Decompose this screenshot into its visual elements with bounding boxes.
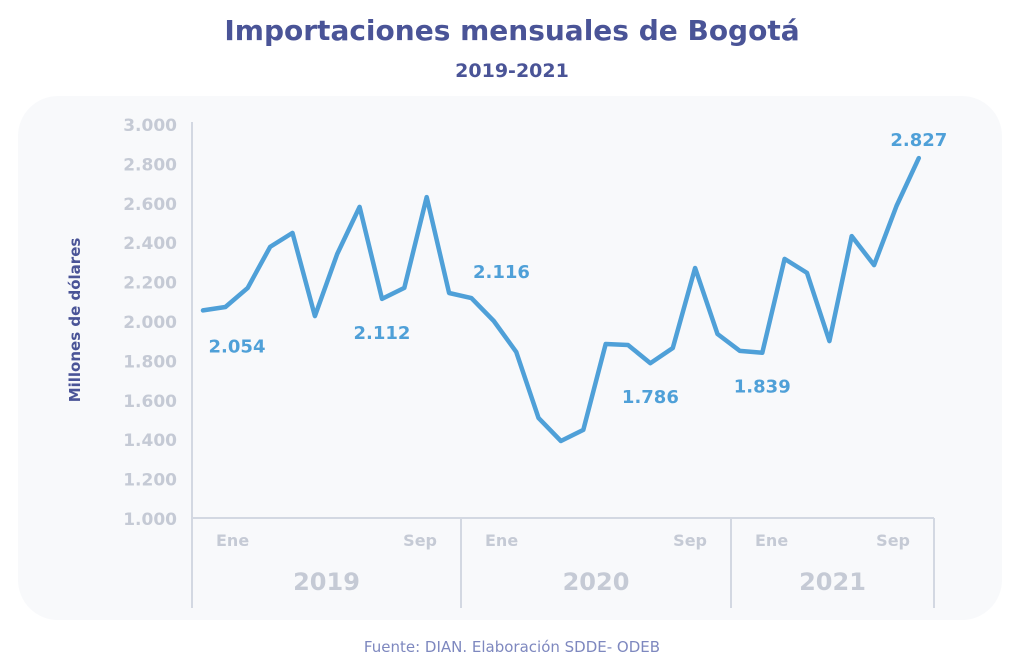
y-tick-label: 3.000 <box>123 116 177 136</box>
chart-title: Importaciones mensuales de Bogotá <box>224 14 800 47</box>
data-label: 1.839 <box>734 377 791 398</box>
x-tick-label: Ene <box>485 531 518 550</box>
data-label: 2.116 <box>473 262 530 283</box>
data-label: 2.112 <box>353 323 410 344</box>
chart-subtitle: 2019-2021 <box>455 60 569 82</box>
data-labels: 2.054 2.112 2.116 1.786 1.839 2.827 <box>209 130 948 408</box>
y-tick-label: 1.200 <box>123 471 177 491</box>
y-axis: 3.000 2.800 2.600 2.400 2.200 2.000 1.800 1.600… <box>123 116 193 608</box>
x-axis: Ene Sep 2019 Ene Sep 2020 Ene Sep 2021 <box>192 517 935 608</box>
y-tick-label: 1.600 <box>123 392 177 412</box>
x-tick-label: Sep <box>403 531 437 550</box>
y-tick-label: 1.400 <box>123 431 177 451</box>
data-label: 2.827 <box>890 130 947 151</box>
x-tick-label: Sep <box>673 531 707 550</box>
year-label: 2020 <box>563 568 630 596</box>
y-tick-label: 2.000 <box>123 313 177 333</box>
y-tick-label: 2.800 <box>123 155 177 175</box>
year-label: 2019 <box>293 568 360 596</box>
data-label: 1.786 <box>622 387 679 408</box>
year-label: 2021 <box>799 568 866 596</box>
x-tick-label: Ene <box>755 531 788 550</box>
y-tick-label: 2.400 <box>123 234 177 254</box>
y-tick-label: 1.800 <box>123 352 177 372</box>
series-line <box>200 155 922 444</box>
source-note: Fuente: DIAN. Elaboración SDDE- ODEB <box>363 638 661 656</box>
y-axis-label: Millones de dólares <box>66 238 84 403</box>
chart-panel <box>18 96 1002 620</box>
y-tick-label: 2.600 <box>123 195 177 215</box>
data-label: 2.054 <box>209 336 266 357</box>
x-tick-label: Sep <box>876 531 910 550</box>
series-group <box>200 155 922 444</box>
y-tick-label: 1.000 <box>123 510 177 530</box>
y-tick-label: 2.200 <box>123 274 177 294</box>
x-tick-label: Ene <box>216 531 249 550</box>
